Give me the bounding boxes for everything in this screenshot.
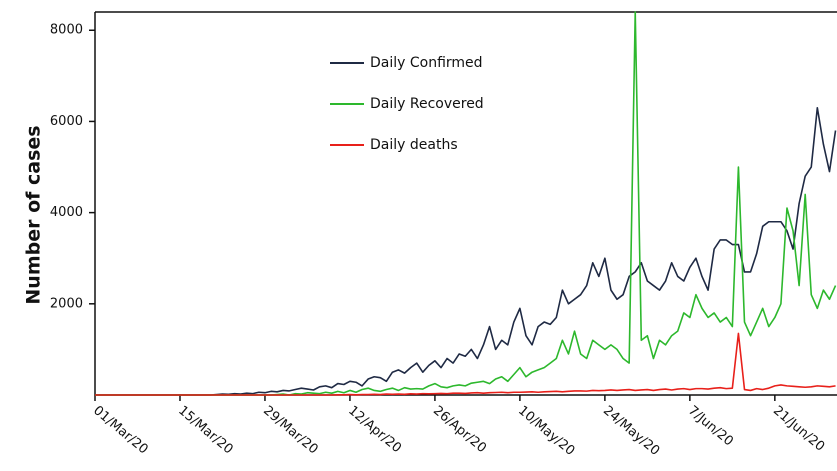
legend-label: Daily deaths: [370, 137, 458, 153]
legend-label: Daily Recovered: [370, 96, 484, 112]
legend-label: Daily Confirmed: [370, 55, 483, 71]
x-tick-label: 24/May/20: [600, 403, 662, 459]
x-tick-label: 26/Apr/20: [430, 403, 489, 456]
y-axis-label: Number of cases: [23, 125, 45, 304]
x-tick-label: 15/Mar/20: [175, 403, 235, 457]
x-tick-label: 21/Jun/20: [770, 403, 827, 454]
y-tick-label: 6000: [50, 114, 83, 129]
x-tick-label: 29/Mar/20: [260, 403, 320, 457]
data-line: [95, 106, 837, 396]
x-tick-label: 01/Mar/20: [90, 403, 150, 457]
y-tick-label: 8000: [50, 23, 83, 38]
x-tick-label: 12/Apr/20: [345, 403, 404, 456]
x-tick-label: 10/May/20: [515, 403, 577, 459]
data-line: [95, 332, 836, 396]
y-tick-label: 4000: [50, 205, 83, 220]
x-tick-label: 7/Jun/20: [685, 403, 736, 449]
y-tick-label: 2000: [50, 296, 83, 311]
